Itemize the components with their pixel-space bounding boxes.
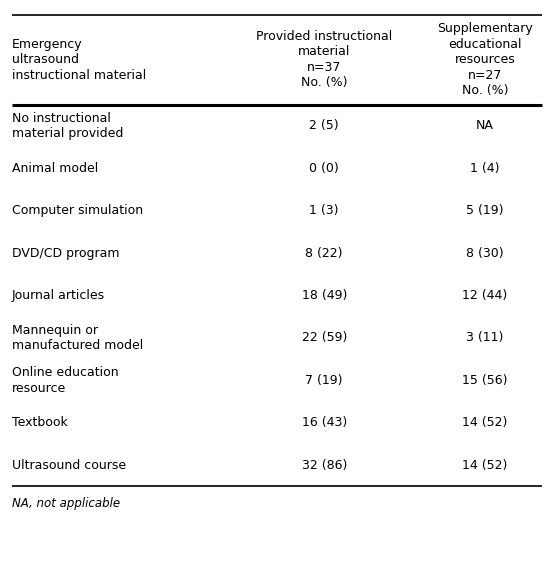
Text: 8 (22): 8 (22): [305, 246, 343, 260]
Text: 32 (86): 32 (86): [301, 458, 347, 472]
Text: Textbook: Textbook: [12, 416, 68, 429]
Text: 14 (52): 14 (52): [463, 416, 508, 429]
Text: Supplementary
educational
resources
n=27
No. (%): Supplementary educational resources n=27…: [437, 22, 533, 97]
Text: NA, not applicable: NA, not applicable: [12, 497, 120, 510]
Text: Emergency
ultrasound
instructional material: Emergency ultrasound instructional mater…: [12, 38, 146, 81]
Text: 1 (3): 1 (3): [310, 204, 339, 217]
Text: 7 (19): 7 (19): [305, 374, 343, 387]
Text: 16 (43): 16 (43): [301, 416, 347, 429]
Text: DVD/CD program: DVD/CD program: [12, 246, 119, 260]
Text: 8 (30): 8 (30): [466, 246, 504, 260]
Text: Mannequin or
manufactured model: Mannequin or manufactured model: [12, 324, 144, 352]
Text: 18 (49): 18 (49): [301, 289, 347, 302]
Text: 0 (0): 0 (0): [309, 162, 339, 175]
Text: Animal model: Animal model: [12, 162, 98, 175]
Text: 2 (5): 2 (5): [310, 119, 339, 132]
Text: 3 (11): 3 (11): [466, 331, 504, 345]
Text: Journal articles: Journal articles: [12, 289, 105, 302]
Text: 14 (52): 14 (52): [463, 458, 508, 472]
Text: 12 (44): 12 (44): [463, 289, 508, 302]
Text: NA: NA: [476, 119, 494, 132]
Text: Ultrasound course: Ultrasound course: [12, 458, 126, 472]
Text: Provided instructional
material
n=37
No. (%): Provided instructional material n=37 No.…: [256, 30, 392, 89]
Text: Online education
resource: Online education resource: [12, 366, 119, 394]
Text: 22 (59): 22 (59): [301, 331, 347, 345]
Text: No instructional
material provided: No instructional material provided: [12, 112, 123, 140]
Text: 1 (4): 1 (4): [470, 162, 500, 175]
Text: 15 (56): 15 (56): [463, 374, 508, 387]
Text: Computer simulation: Computer simulation: [12, 204, 143, 217]
Text: 5 (19): 5 (19): [466, 204, 504, 217]
